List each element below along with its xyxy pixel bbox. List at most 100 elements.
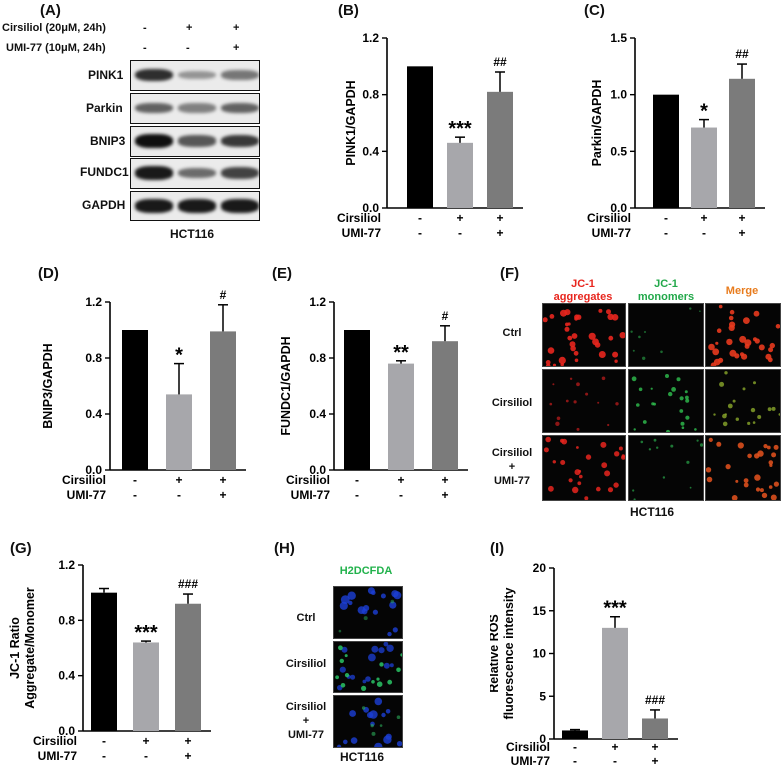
cell-spot (567, 335, 573, 341)
blot-strip-gapdh (130, 191, 260, 221)
bar (210, 331, 236, 470)
micro-image (713, 371, 780, 427)
y-axis-label: Parkin/GAPDH (590, 80, 604, 167)
condition-mark: - (573, 740, 577, 754)
cell-spot (387, 631, 392, 637)
condition-mark: - (573, 754, 577, 768)
wb-condition-mark: - (143, 22, 147, 34)
y-tick-label: 0.0 (610, 201, 627, 215)
cell-spot (549, 402, 553, 406)
cell-spot (666, 429, 670, 432)
cell-spot (555, 421, 560, 426)
bar (344, 330, 370, 470)
cell-spot (660, 350, 663, 354)
cell-spot (556, 416, 561, 421)
cell-spot (361, 608, 368, 615)
blot-band (178, 103, 216, 113)
cell-spot (565, 322, 569, 327)
cell-spot (713, 413, 716, 416)
cell-spot (573, 400, 577, 404)
cell-spot (648, 448, 652, 451)
cell-spot (569, 341, 576, 348)
cell-spot (615, 402, 619, 406)
cell-spot (771, 406, 776, 411)
micro-image (543, 436, 625, 500)
cell-spot (574, 469, 581, 476)
ros-micrograph (333, 695, 403, 748)
cell-spot (588, 332, 596, 340)
y-tick-label: 0.8 (309, 351, 326, 365)
jc1-column-label: JC-1 monomers (637, 278, 695, 303)
cell-spot (606, 309, 611, 315)
y-tick-label: 1.2 (58, 558, 75, 572)
cell-spot (576, 446, 579, 449)
condition-label: Cirsiliol (506, 740, 550, 754)
bar (432, 341, 458, 470)
cell-spot (769, 342, 775, 349)
cell-spot (737, 442, 744, 449)
cell-spot (642, 420, 647, 424)
condition-mark: - (458, 226, 462, 240)
cell-spot (631, 376, 637, 382)
cell-spot (594, 342, 601, 348)
wb-condition-mark: + (186, 22, 193, 34)
cell-spot (376, 677, 380, 681)
cell-spot (339, 658, 344, 664)
cell-spot (596, 486, 601, 492)
condition-mark: - (144, 749, 148, 763)
cell-spot (768, 485, 773, 489)
cell-spot (574, 316, 578, 321)
cell-spot (724, 371, 728, 375)
cell-spot (754, 474, 761, 481)
significance-label: # (220, 288, 227, 302)
ros-micrograph (333, 641, 403, 693)
cell-spot (335, 675, 339, 680)
condition-mark: - (177, 488, 181, 502)
condition-mark: + (184, 734, 191, 748)
wb-cell-line: HCT116 (170, 227, 215, 241)
cell-spot (684, 390, 688, 394)
blot-band (135, 166, 173, 180)
panel-label-d: (D) (38, 265, 59, 282)
significance-label: ### (645, 693, 665, 707)
cell-spot (344, 654, 348, 658)
condition-mark: + (219, 488, 226, 502)
bar (388, 363, 414, 470)
cell-spot (771, 452, 777, 458)
ros-cell-line: HCT116 (340, 750, 385, 764)
cell-spot (607, 313, 614, 320)
cell-spot (543, 447, 549, 453)
cell-spot (708, 343, 715, 351)
cell-spot (350, 737, 358, 744)
blot-band (221, 199, 259, 213)
cell-spot (712, 348, 720, 356)
significance-label: * (175, 345, 183, 367)
cell-spot (361, 685, 367, 691)
y-tick-label: 0.0 (58, 724, 75, 738)
cell-spot (735, 417, 739, 421)
wb-condition-mark: - (186, 42, 190, 54)
y-tick-label: 1.5 (610, 31, 627, 45)
condition-label: UMI-77 (67, 488, 107, 502)
cell-spot (396, 667, 401, 673)
cell-spot (349, 710, 356, 717)
cell-spot (728, 324, 735, 331)
condition-mark: + (611, 740, 618, 754)
condition-mark: + (184, 749, 191, 763)
blot-band (178, 199, 216, 213)
bar (122, 330, 148, 470)
condition-label: Cirsiliol (62, 473, 106, 487)
cell-spot (341, 646, 348, 653)
y-tick-label: 0.8 (58, 613, 75, 627)
y-tick-label: 0.8 (85, 351, 102, 365)
cell-spot (685, 415, 690, 420)
condition-mark: - (102, 749, 106, 763)
cell-spot (385, 733, 392, 740)
condition-mark: - (355, 473, 359, 487)
cell-spot (734, 353, 740, 359)
condition-label: Cirsiliol (33, 734, 77, 748)
significance-label: *** (448, 118, 472, 140)
cell-spot (379, 662, 384, 667)
condition-mark: + (700, 211, 707, 225)
